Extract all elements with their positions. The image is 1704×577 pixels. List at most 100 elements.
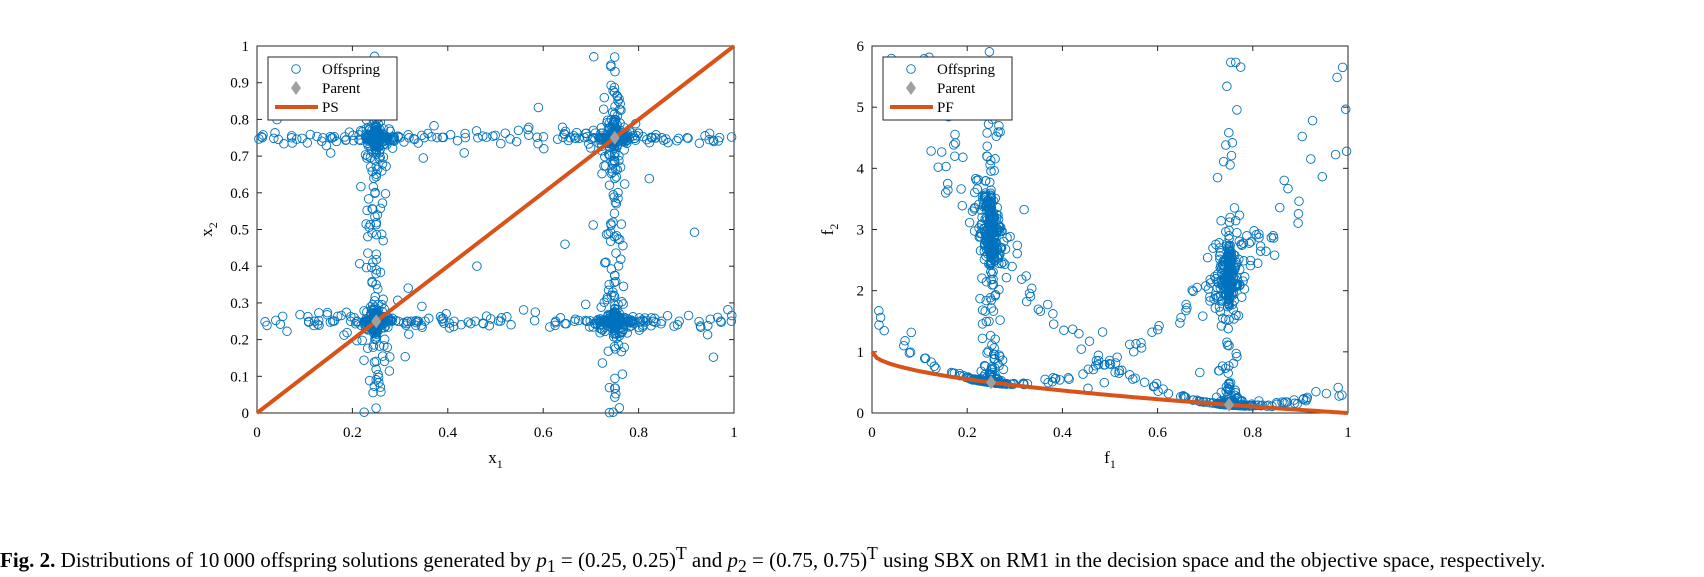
offspring-point	[371, 229, 382, 240]
offspring-point	[1050, 373, 1061, 384]
caption-p2-value: = (0.75, 0.75)	[746, 548, 868, 572]
x-tick-label: 0.4	[1053, 425, 1072, 441]
offspring-point	[1332, 72, 1342, 83]
offspring-point	[616, 219, 627, 229]
offspring-point	[368, 342, 378, 352]
offspring-point	[1187, 285, 1197, 295]
y-tick-label: 0.1	[230, 369, 249, 385]
offspring-point	[969, 204, 980, 214]
offspring-point	[375, 152, 385, 163]
offspring-point	[995, 315, 1005, 325]
offspring-point	[359, 407, 369, 417]
offspring-point	[1182, 303, 1192, 313]
offspring-point	[277, 311, 288, 322]
offspring-point	[444, 323, 455, 333]
offspring-point	[262, 320, 272, 331]
offspring-point	[610, 66, 620, 77]
offspring-point	[1154, 321, 1164, 331]
offspring-point	[1224, 284, 1234, 295]
offspring-point	[604, 279, 614, 290]
offspring-point	[696, 322, 706, 333]
offspring-point	[524, 130, 534, 141]
offspring-point	[1033, 304, 1044, 314]
offspring-point	[899, 340, 909, 351]
offspring-point	[1224, 127, 1234, 138]
offspring-point	[545, 322, 555, 332]
offspring-point	[378, 235, 388, 246]
offspring-point	[626, 321, 636, 331]
offspring-point	[1220, 257, 1231, 267]
offspring-point	[1205, 274, 1215, 285]
offspring-point	[340, 132, 350, 142]
offspring-point	[1253, 258, 1263, 269]
offspring-point	[610, 276, 621, 287]
offspring-point	[1147, 327, 1157, 337]
offspring-point	[561, 319, 571, 329]
offspring-point	[370, 211, 380, 222]
offspring-point	[348, 135, 359, 146]
figure-caption: Fig. 2. Distributions of 10 000 offsprin…	[0, 543, 1704, 577]
offspring-point	[560, 126, 571, 137]
offspring-point	[581, 316, 592, 326]
offspring-point	[384, 366, 395, 376]
offspring-point	[1048, 309, 1058, 319]
offspring-point	[367, 228, 377, 238]
offspring-point	[379, 334, 390, 345]
offspring-point	[1317, 171, 1328, 182]
offspring-point	[375, 267, 386, 278]
offspring-point	[1340, 104, 1351, 115]
offspring-point	[1231, 310, 1241, 320]
offspring-point	[618, 240, 628, 251]
offspring-point	[704, 128, 715, 139]
offspring-point	[712, 312, 723, 323]
offspring-point	[875, 312, 886, 323]
offspring-point	[466, 318, 476, 329]
offspring-point	[611, 199, 622, 209]
offspring-point	[941, 161, 951, 172]
offspring-point	[364, 375, 375, 386]
offspring-point	[1232, 227, 1242, 238]
offspring-point	[610, 270, 620, 281]
offspring-point	[986, 209, 996, 220]
offspring-point	[438, 132, 449, 143]
offspring-point	[279, 139, 289, 149]
offspring-point	[601, 257, 611, 267]
offspring-point	[539, 143, 549, 154]
offspring-point	[985, 193, 996, 203]
offspring-point	[1261, 246, 1271, 257]
offspring-point	[1059, 325, 1069, 336]
offspring-point	[345, 316, 356, 327]
caption-p2-symbol: p	[727, 548, 739, 572]
offspring-point	[597, 315, 607, 325]
legend-offspring-label: Offspring	[322, 62, 381, 78]
offspring-point	[1205, 278, 1216, 288]
offspring-point	[571, 133, 581, 144]
offspring-point	[929, 361, 940, 372]
x-tick-label: 0.2	[958, 425, 977, 441]
offspring-point	[495, 316, 506, 326]
offspring-point	[511, 136, 522, 147]
offspring-point	[1225, 160, 1235, 170]
offspring-point	[309, 320, 319, 331]
offspring-point	[484, 320, 495, 331]
offspring-point	[977, 333, 988, 344]
offspring-point	[390, 315, 401, 326]
offspring-point	[599, 92, 610, 103]
offspring-point	[555, 313, 566, 323]
decision-space-plot: 0 0.2 0.4 0.6 0.8 1 0 0.1 0.2 0.3 0.4 0.5 0.6 0.7 0.8 0…	[197, 39, 738, 471]
y-tick-label: 0.5	[230, 223, 249, 239]
offspring-point	[982, 141, 992, 151]
offspring-point	[603, 285, 614, 296]
offspring-point	[552, 134, 563, 144]
offspring-point	[694, 316, 704, 327]
offspring-point	[560, 239, 570, 249]
offspring-point	[1232, 105, 1242, 115]
offspring-point	[460, 132, 471, 143]
offspring-point	[432, 132, 442, 143]
offspring-point	[1063, 373, 1074, 383]
offspring-point	[986, 303, 997, 313]
offspring-point	[270, 128, 280, 138]
offspring-point	[1202, 252, 1213, 263]
offspring-point	[1337, 62, 1348, 73]
offspring-point	[589, 132, 599, 143]
